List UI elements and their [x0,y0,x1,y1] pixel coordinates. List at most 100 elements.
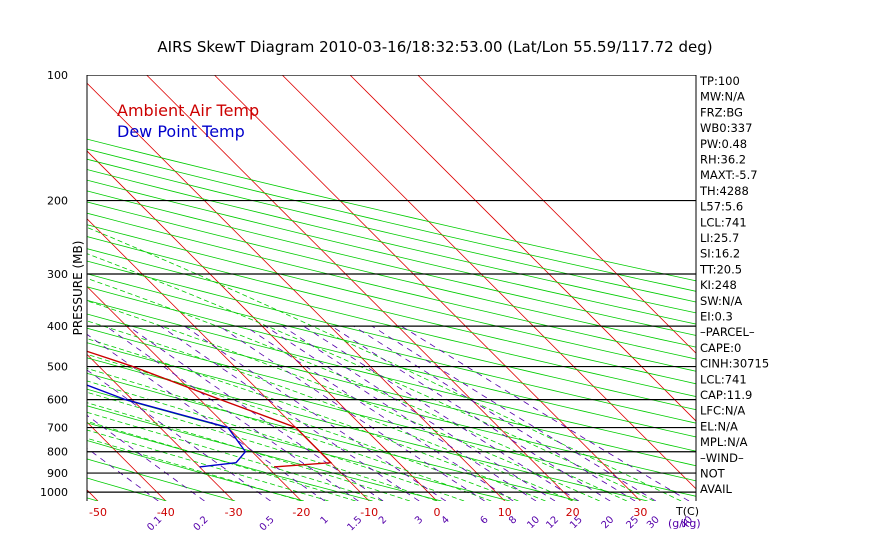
mixing-ratio-label: 2 [377,514,389,526]
mixing-ratio-line [105,325,359,501]
dry-adiabat-line [87,138,696,282]
mixing-ratio-label: 6 [478,514,490,526]
mixing-ratio-label: 0.5 [258,514,277,533]
bottom-temp-tick-label: 0 [434,506,441,519]
index-label: CAP:11.9 [700,388,752,402]
index-label: MAXT:-5.7 [700,168,758,182]
moist-adiabat-line [87,420,356,501]
mixing-ratio-label: 30 [645,514,662,531]
dry-adiabat-line [87,440,305,501]
index-label: LCL:741 [700,215,747,229]
pressure-tick-label: 100 [47,69,68,82]
mixing-ratio-label: 20 [600,514,617,531]
y-axis-label: PRESSURE (MB) [71,241,85,336]
index-label: RH:36.2 [700,153,746,167]
moist-adiabat-line [87,353,519,501]
dry-adiabat-line [87,458,236,501]
index-label: PW:0.48 [700,137,747,151]
dry-adiabat-line [87,260,696,411]
index-label: –PARCEL– [700,325,755,339]
dry-adiabat-line [87,342,696,497]
index-label: TT:20.5 [699,262,742,276]
mixing-ratio-line [219,325,485,501]
pressure-tick-label: 300 [47,268,68,281]
mixing-ratio-line [282,325,556,501]
moist-adiabat-line [87,402,411,501]
index-label: MPL:N/A [700,435,748,449]
x-axis-unit-label: T(C) [675,505,699,518]
mixing-ratio-line [265,325,537,501]
dry-adiabat-line [87,273,696,424]
mixing-ratio-line [371,325,657,501]
index-label: EI:0.3 [700,310,733,324]
pressure-tick-label: 500 [47,361,68,374]
dry-adiabat-line [87,248,696,397]
dry-adiabat-line [87,190,696,336]
mixing-ratio-line [303,325,580,501]
mixing-ratio-line [401,325,690,501]
dry-adiabat-line [87,388,511,501]
mixing-ratio-label: 12 [544,514,561,531]
dry-adiabat-line [87,212,696,360]
dry-adiabat-line [87,372,579,501]
index-label: CAPE:0 [700,341,741,355]
moist-adiabat-line [87,411,383,501]
bottom-temp-tick-label: 30 [633,506,647,519]
moist-adiabat-line [87,429,329,501]
index-label: LI:25.7 [700,231,739,245]
mixing-ratio-line [87,369,271,501]
dry-adiabat-line [87,169,696,314]
mixing-ratio-label: 0.2 [192,514,211,533]
dry-adiabat-line [0,75,29,501]
mixing-ratio-label: 3 [413,514,425,526]
pressure-tick-label: 1000 [40,486,68,499]
bottom-temp-tick-label: 10 [498,506,512,519]
moist-adiabat-line [87,253,655,501]
pressure-tick-label: 200 [47,195,68,208]
dry-adiabat-line [87,224,696,372]
isotherm-line [87,353,234,501]
mixing-ratio-label: 10 [525,514,542,531]
isotherm-line [281,75,696,490]
bottom-temp-tick-label: -30 [225,506,243,519]
legend-dew-point: Dew Point Temp [117,122,245,141]
dry-adiabat-line [87,327,696,482]
index-label: TH:4288 [699,184,749,198]
bottom-temp-tick-label: -10 [360,506,378,519]
moist-adiabat-line [87,338,546,501]
index-label: TP:100 [699,74,740,88]
chart-title: AIRS SkewT Diagram 2010-03-16/18:32:53.0… [157,38,712,56]
index-label: FRZ:BG [700,105,743,119]
pressure-tick-label: 400 [47,320,68,333]
index-label: LCL:741 [700,372,747,386]
moist-adiabat-line [87,320,573,501]
mixing-ratio-line [87,333,326,501]
isotherm-line [0,75,30,501]
index-label: MW:N/A [700,90,745,104]
mixing-ratio-line [87,414,205,501]
dry-adiabat-line [87,158,696,303]
dry-adiabat-line [87,179,696,325]
pressure-tick-label: 900 [47,467,68,480]
dry-adiabat-line [87,201,696,348]
index-label: SW:N/A [700,294,742,308]
isotherm-line [87,421,167,501]
moist-adiabat-line [87,391,438,501]
dry-adiabat-line [87,357,648,501]
moist-adiabat-line [87,226,682,501]
dry-adiabat-line [87,236,696,385]
index-label: WB0:337 [700,121,752,135]
mixing-ratio-label: 4 [440,514,452,526]
mixing-ratio-line [353,325,636,501]
index-label: –WIND– [700,451,744,465]
index-label: AVAIL [700,482,733,496]
bottom-temp-tick-label: -40 [157,506,175,519]
isotherm-line [214,75,641,501]
mixing-ratio-line [160,325,420,501]
mixing-ratio-label: 1 [319,514,331,526]
moist-adiabat-line [87,380,465,501]
index-label: SI:16.2 [700,247,740,261]
dry-adiabat-line [87,405,442,501]
dewpoint-profile [87,384,247,468]
dry-adiabat-line [87,299,696,452]
